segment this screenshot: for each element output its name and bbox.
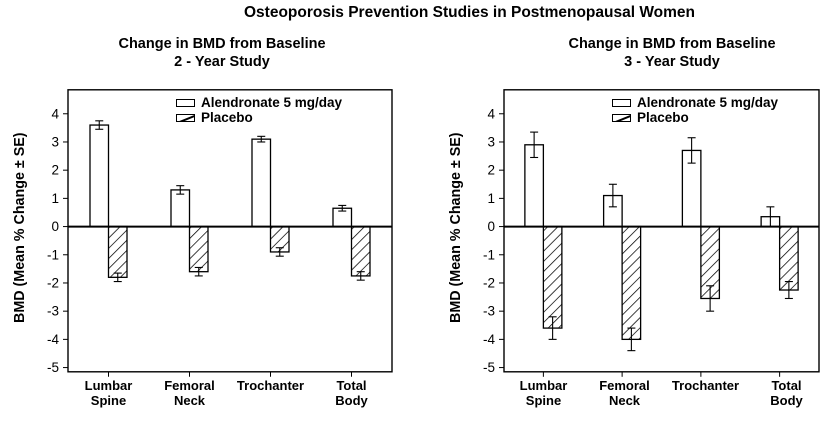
svg-text:-5: -5 [47,360,59,375]
svg-text:-3: -3 [47,304,59,319]
svg-text:1: 1 [487,191,495,206]
svg-text:3: 3 [487,134,495,149]
svg-text:-1: -1 [483,247,495,262]
svg-text:3: 3 [51,134,59,149]
svg-text:-1: -1 [47,247,59,262]
svg-text:-5: -5 [483,360,495,375]
svg-text:0: 0 [51,219,59,234]
svg-text:0: 0 [487,219,495,234]
svg-text:-4: -4 [483,332,495,347]
svg-text:1: 1 [51,191,59,206]
svg-text:2: 2 [51,163,59,178]
svg-text:-2: -2 [47,275,59,290]
svg-text:-4: -4 [47,332,59,347]
svg-text:4: 4 [487,106,495,121]
svg-text:-3: -3 [483,304,495,319]
svg-text:-2: -2 [483,275,495,290]
svg-text:2: 2 [487,163,495,178]
svg-text:4: 4 [51,106,59,121]
